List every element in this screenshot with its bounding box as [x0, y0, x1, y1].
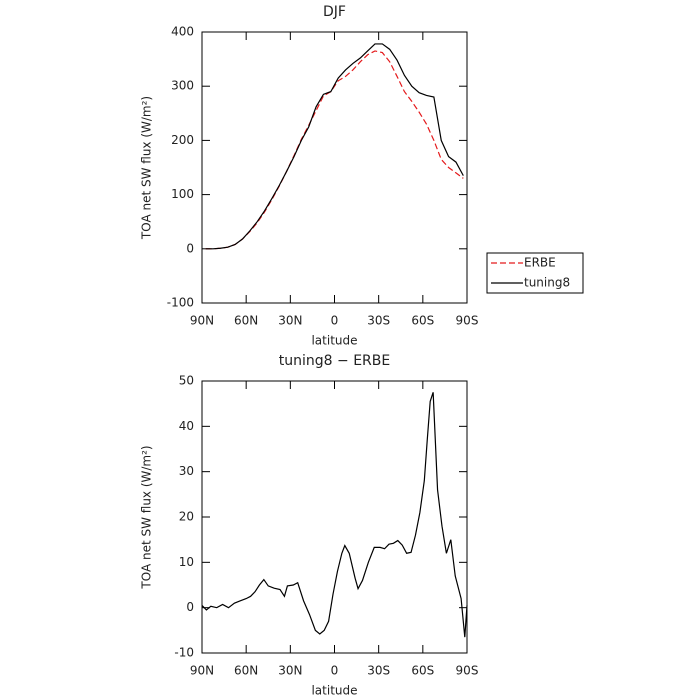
y-tick-label: 10 — [179, 555, 194, 569]
y-tick-label: 40 — [179, 419, 194, 433]
x-tick-label: 30S — [367, 664, 390, 678]
chart-title: tuning8 − ERBE — [279, 353, 390, 369]
x-tick-label: 90S — [456, 314, 479, 328]
y-tick-label: 100 — [171, 187, 194, 201]
data-line — [201, 392, 468, 638]
data-line — [205, 43, 464, 250]
x-tick-label: 60N — [234, 314, 258, 328]
x-tick-label: 60S — [411, 314, 434, 328]
y-tick-label: 400 — [171, 25, 194, 39]
chart-title: DJF — [323, 4, 346, 20]
y-tick-label: 50 — [179, 374, 194, 388]
y-axis-label: TOA net SW flux (W/m²) — [140, 96, 154, 240]
x-tick-label: 0 — [331, 664, 339, 678]
x-axis-label: latitude — [311, 334, 357, 348]
x-tick-label: 0 — [331, 314, 339, 328]
y-tick-label: 0 — [186, 241, 194, 255]
y-tick-label: 200 — [171, 133, 194, 147]
x-tick-label: 60S — [411, 664, 434, 678]
legend-label: tuning8 — [524, 276, 570, 290]
x-tick-label: 30N — [278, 664, 302, 678]
legend-label: ERBE — [524, 256, 556, 270]
plot-frame — [201, 31, 468, 304]
y-tick-label: 300 — [171, 79, 194, 93]
x-tick-label: 30N — [278, 314, 302, 328]
y-tick-label: 20 — [179, 510, 194, 524]
data-line — [205, 50, 464, 250]
x-tick-label: 90S — [456, 664, 479, 678]
plot-frame — [201, 380, 468, 654]
x-tick-label: 30S — [367, 314, 390, 328]
x-tick-label: 90N — [190, 314, 214, 328]
x-tick-label: 90N — [190, 664, 214, 678]
x-axis-label: latitude — [311, 684, 357, 698]
y-tick-label: 0 — [186, 600, 194, 614]
x-tick-label: 60N — [234, 664, 258, 678]
y-tick-label: -10 — [174, 646, 194, 660]
y-axis-label: TOA net SW flux (W/m²) — [140, 445, 154, 589]
y-tick-label: -100 — [167, 296, 194, 310]
legend-box — [486, 252, 584, 294]
y-tick-label: 30 — [179, 464, 194, 478]
